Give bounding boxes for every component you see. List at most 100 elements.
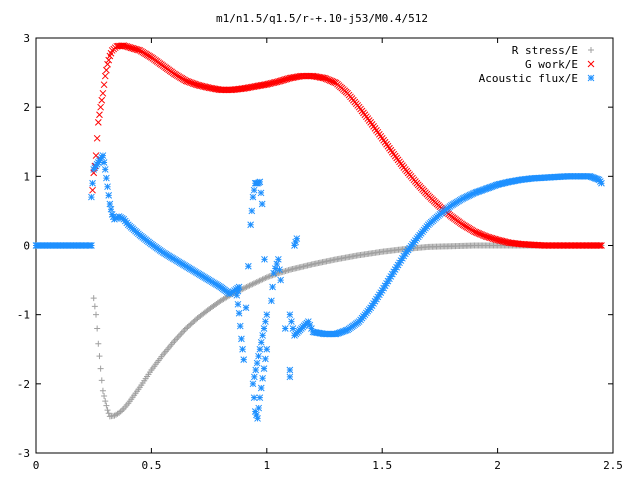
x-tick-label: 2 [494, 459, 501, 472]
data-point [259, 276, 266, 283]
data-point [94, 119, 102, 126]
data-point [386, 275, 393, 283]
data-point [400, 252, 408, 260]
data-point [234, 287, 242, 295]
data-point [259, 374, 266, 382]
data-point [273, 260, 281, 268]
data-point [255, 404, 263, 412]
data-point [249, 281, 256, 288]
x-tick-label: 0 [33, 459, 40, 472]
data-point [304, 318, 312, 325]
data-point [246, 282, 253, 289]
data-point [384, 277, 392, 285]
axes: 0 0.5 1 1.5 2 2.5 -3 -2 -1 0 1 2 3 [17, 32, 623, 472]
data-point [257, 384, 265, 392]
data-point [459, 195, 467, 202]
data-point [472, 189, 480, 196]
data-point [91, 303, 98, 310]
legend-marker [587, 60, 595, 68]
data-point [256, 394, 264, 402]
data-point [88, 242, 95, 249]
data-point [180, 328, 187, 335]
data-point [93, 311, 100, 318]
data-point [243, 284, 250, 290]
data-point [466, 191, 474, 199]
data-point [109, 213, 117, 221]
data-point [105, 410, 112, 417]
data-point [262, 355, 269, 363]
data-point [263, 274, 270, 281]
data-point [388, 270, 396, 278]
data-point [478, 186, 486, 194]
data-point [332, 330, 340, 338]
data-point [104, 407, 111, 414]
data-point [247, 281, 254, 288]
data-point [92, 152, 100, 159]
data-point [334, 330, 341, 337]
y-tick-label: 1 [23, 170, 30, 183]
data-point [185, 322, 192, 329]
data-point [383, 280, 390, 287]
data-point [463, 193, 471, 200]
data-point [308, 325, 315, 332]
data-point [286, 366, 294, 374]
data-point [242, 284, 249, 291]
data-point [248, 207, 256, 215]
data-point [108, 211, 116, 218]
data-point [105, 56, 113, 64]
data-point [375, 291, 383, 299]
data-point [374, 293, 382, 301]
data-point [240, 285, 247, 292]
series-2 [32, 152, 605, 422]
data-point [97, 365, 104, 372]
data-point [250, 280, 257, 287]
y-tick-label: 3 [23, 32, 30, 45]
data-point [104, 60, 111, 68]
x-tick-label: 1 [263, 459, 270, 472]
data-point [250, 373, 258, 381]
data-point [93, 134, 101, 142]
data-point [337, 329, 344, 336]
data-point [236, 322, 244, 330]
data-point [393, 263, 400, 271]
data-point [595, 242, 602, 249]
data-point [474, 188, 481, 196]
data-point [253, 411, 260, 419]
data-point [244, 262, 252, 270]
data-point [391, 266, 399, 273]
data-point [191, 317, 198, 324]
data-point [491, 182, 499, 190]
data-point [475, 188, 483, 195]
data-point [255, 278, 262, 285]
data-point [271, 265, 279, 272]
data-point [259, 332, 266, 339]
data-point [276, 266, 283, 274]
data-point [263, 311, 271, 319]
data-point [100, 159, 108, 166]
legend-label: R stress/E [512, 44, 578, 57]
data-point [175, 333, 182, 340]
data-point [269, 283, 276, 291]
data-point [234, 300, 242, 308]
data-point [257, 189, 265, 197]
data-point [101, 392, 108, 399]
data-point [471, 189, 478, 197]
data-point [251, 408, 259, 415]
data-point [235, 283, 243, 291]
data-point [263, 345, 271, 353]
data-point [281, 325, 289, 332]
data-point [96, 111, 103, 119]
y-tick-label: -3 [17, 447, 30, 460]
data-point [381, 282, 389, 290]
data-point [260, 365, 268, 372]
data-point [252, 366, 260, 374]
y-tick-label: -1 [17, 309, 30, 322]
data-point [238, 335, 245, 343]
data-point [94, 325, 101, 332]
data-point [187, 321, 194, 328]
data-point [177, 331, 184, 338]
data-point [106, 200, 114, 208]
data-point [242, 304, 250, 312]
chart-title: m1/n1.5/q1.5/r-+.10-j53/M0.4/512 [216, 12, 428, 25]
x-tick-label: 2.5 [603, 459, 623, 472]
